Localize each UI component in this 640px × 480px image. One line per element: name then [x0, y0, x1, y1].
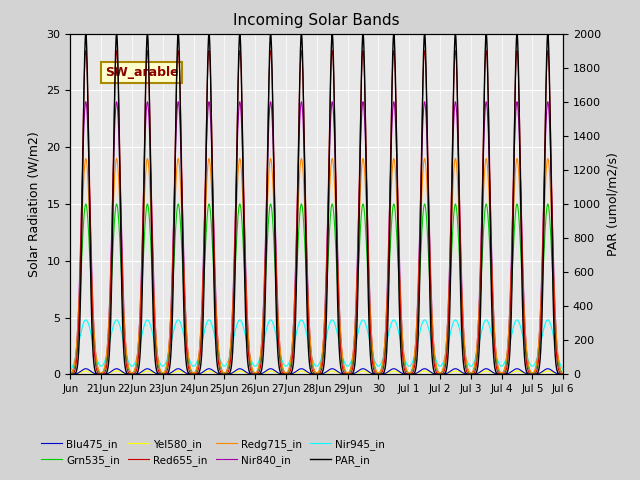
Nir840_in — [298, 103, 306, 109]
Red655_in — [84, 86, 92, 92]
Grn535_in — [442, 347, 450, 352]
Blu475_in — [367, 370, 375, 376]
Grn535_in — [367, 333, 375, 339]
Blu475_in — [442, 371, 450, 376]
Nir840_in — [354, 246, 362, 252]
Grn535_in — [559, 371, 567, 377]
Yel580_in — [67, 372, 74, 377]
Line: PAR_in: PAR_in — [70, 34, 563, 374]
Text: SW_arable: SW_arable — [105, 66, 179, 79]
Red655_in — [442, 356, 450, 361]
Red655_in — [67, 372, 74, 377]
Nir840_in — [84, 123, 92, 129]
Nir840_in — [82, 99, 90, 105]
Nir945_in — [82, 317, 90, 323]
Legend: Blu475_in, Grn535_in, Yel580_in, Red655_in, Redg715_in, Nir840_in, Nir945_in, PA: Blu475_in, Grn535_in, Yel580_in, Red655_… — [37, 434, 390, 470]
Line: Grn535_in: Grn535_in — [70, 204, 563, 374]
Red655_in — [354, 259, 362, 265]
Nir945_in — [298, 317, 306, 323]
Blu475_in — [67, 372, 74, 377]
Redg715_in — [67, 371, 74, 376]
Yel580_in — [82, 368, 90, 374]
Redg715_in — [367, 323, 375, 328]
Grn535_in — [82, 201, 90, 207]
Yel580_in — [256, 372, 264, 377]
Yel580_in — [84, 368, 92, 374]
Redg715_in — [82, 156, 90, 161]
Blu475_in — [84, 366, 92, 372]
PAR_in — [256, 371, 264, 376]
Blu475_in — [298, 366, 306, 372]
Yel580_in — [559, 372, 567, 377]
Nir945_in — [354, 332, 362, 337]
Line: Nir840_in: Nir840_in — [70, 102, 563, 374]
Nir840_in — [67, 372, 74, 377]
Red655_in — [256, 367, 264, 372]
Redg715_in — [84, 172, 92, 178]
Nir945_in — [84, 319, 92, 325]
Yel580_in — [354, 370, 362, 375]
Line: Blu475_in: Blu475_in — [70, 369, 563, 374]
Grn535_in — [354, 285, 362, 291]
PAR_in — [67, 372, 74, 377]
Line: Redg715_in: Redg715_in — [70, 158, 563, 373]
Blu475_in — [559, 372, 567, 377]
PAR_in — [367, 360, 375, 365]
Nir945_in — [367, 344, 375, 350]
PAR_in — [442, 367, 450, 373]
Nir945_in — [442, 349, 450, 355]
Nir945_in — [559, 367, 567, 373]
Nir840_in — [367, 322, 375, 328]
Redg715_in — [442, 340, 450, 346]
Yel580_in — [442, 371, 450, 377]
PAR_in — [82, 31, 90, 36]
Blu475_in — [354, 369, 362, 374]
Redg715_in — [298, 158, 306, 164]
Grn535_in — [84, 214, 92, 220]
Redg715_in — [256, 357, 264, 363]
Redg715_in — [354, 262, 362, 268]
Nir840_in — [442, 341, 450, 347]
Nir945_in — [67, 367, 74, 373]
Red655_in — [82, 48, 90, 54]
Red655_in — [559, 372, 567, 377]
Blu475_in — [256, 371, 264, 377]
Nir840_in — [256, 359, 264, 365]
PAR_in — [559, 372, 567, 377]
Line: Nir945_in: Nir945_in — [70, 320, 563, 370]
PAR_in — [298, 41, 306, 47]
Nir945_in — [256, 355, 264, 361]
Title: Incoming Solar Bands: Incoming Solar Bands — [234, 13, 400, 28]
Y-axis label: PAR (umol/m2/s): PAR (umol/m2/s) — [607, 152, 620, 256]
PAR_in — [354, 298, 362, 303]
Yel580_in — [367, 371, 375, 376]
PAR_in — [84, 87, 92, 93]
Nir840_in — [559, 372, 567, 377]
Grn535_in — [256, 360, 264, 366]
Y-axis label: Solar Radiation (W/m2): Solar Radiation (W/m2) — [28, 131, 41, 277]
Red655_in — [367, 340, 375, 346]
Yel580_in — [298, 368, 306, 374]
Red655_in — [298, 55, 306, 60]
Grn535_in — [298, 204, 306, 209]
Line: Yel580_in: Yel580_in — [70, 371, 563, 374]
Grn535_in — [67, 371, 74, 377]
Redg715_in — [559, 371, 567, 376]
Line: Red655_in: Red655_in — [70, 51, 563, 374]
Blu475_in — [82, 366, 90, 372]
